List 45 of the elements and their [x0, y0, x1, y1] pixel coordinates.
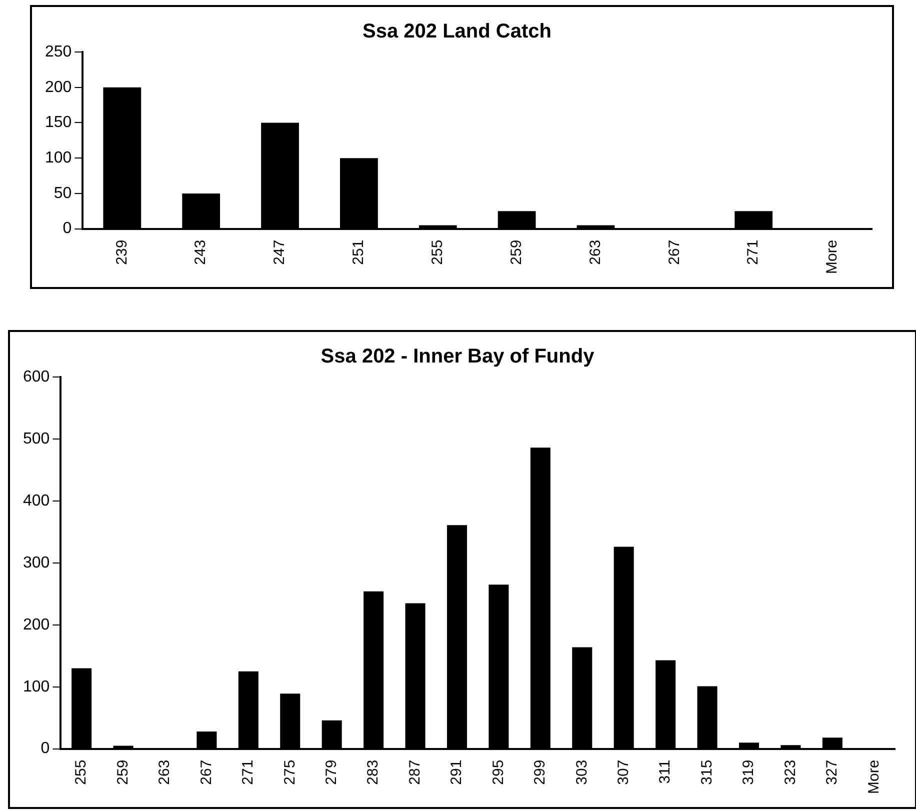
chart-title: Ssa 202 - Inner Bay of Fundy: [320, 346, 596, 368]
x-tick-label: 275: [281, 760, 298, 785]
x-tick-label: 291: [448, 760, 466, 785]
x-tick-label: 327: [824, 760, 841, 785]
y-tick-label: 100: [44, 150, 72, 166]
x-tick-label: 311: [656, 760, 674, 784]
y-tick-label: 600: [22, 368, 50, 386]
y-tick-label: 50: [54, 184, 72, 202]
y-tick-label: 300: [22, 554, 50, 572]
x-tick-label: 295: [490, 760, 507, 785]
x-tick-label: 271: [240, 760, 257, 785]
y-tick-label: 250: [44, 43, 72, 60]
x-tick-label: 267: [666, 240, 683, 265]
x-tick-label: 315: [698, 760, 716, 785]
chart-title: Ssa 202 Land Catch: [362, 20, 552, 43]
y-tick-label: 500: [22, 430, 50, 448]
x-tick-label: 307: [614, 760, 632, 785]
y-tick-label: 200: [22, 616, 50, 634]
x-tick-label: 299: [532, 760, 549, 785]
x-tick-label: 319: [740, 760, 758, 785]
x-tick-label: 263: [156, 760, 174, 785]
x-tick-label: 251: [350, 240, 368, 265]
y-tick-label: 0: [40, 740, 50, 758]
y-tick-label: 200: [44, 78, 72, 96]
x-tick-label: 283: [364, 760, 382, 785]
x-tick-label: 279: [322, 760, 340, 785]
y-tick-label: 100: [22, 678, 50, 696]
x-tick-label: 247: [271, 240, 288, 265]
y-tick-label: 0: [62, 220, 72, 238]
x-tick-label: 259: [508, 240, 525, 265]
x-tick-label: More: [865, 760, 882, 794]
x-tick-label: 323: [782, 760, 799, 785]
x-tick-label: More: [824, 240, 841, 274]
y-tick-label: 400: [22, 492, 50, 510]
x-tick-label: 303: [573, 760, 590, 785]
x-tick-label: 255: [429, 240, 446, 265]
x-tick-label: 263: [586, 240, 604, 265]
x-tick-label: 287: [406, 760, 424, 785]
x-tick-label: 239: [113, 240, 130, 265]
x-tick-label: 255: [72, 760, 90, 785]
x-tick-label: 259: [114, 760, 132, 785]
x-tick-label: 271: [744, 240, 762, 265]
x-tick-label: 267: [198, 760, 215, 785]
y-tick-label: 150: [44, 114, 72, 132]
x-tick-label: 243: [192, 240, 210, 265]
